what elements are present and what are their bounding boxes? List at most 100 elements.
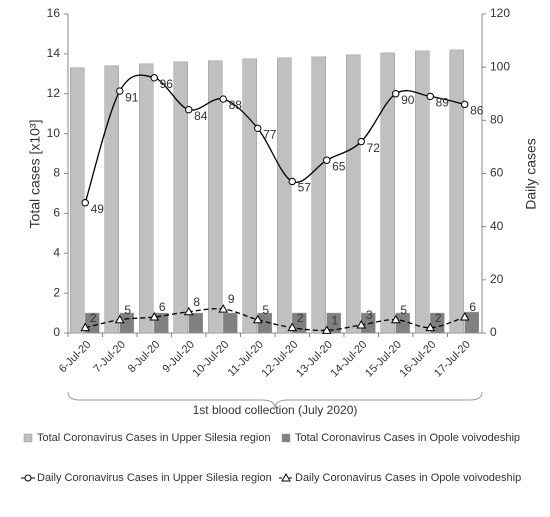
y-tick-label: 8 [53,166,60,180]
data-label: 3 [366,308,373,322]
x-tick-label: 14-Jul-20 [329,339,370,380]
x-axis-title: 1st blood collection (July 2020) [193,403,358,417]
legend-label: Total Coronavirus Cases in Upper Silesia… [37,432,271,444]
point [321,325,332,334]
y-axis-title: Total cases [x10³] [27,120,43,229]
point [183,306,194,316]
x-tick-label: 15-Jul-20 [363,339,404,380]
data-label: 5 [400,303,407,317]
bar [464,311,479,334]
data-label: 2 [90,311,97,325]
y-tick-label: 6 [53,206,60,220]
legend-swatch [23,433,33,443]
bar [326,312,341,334]
data-label: 5 [262,303,269,317]
point [252,314,263,324]
point [461,100,469,109]
x-tick-label: 8-Jul-20 [126,339,163,376]
y2-tick-label: 120 [490,6,510,20]
point [392,90,400,98]
point [185,106,193,114]
data-label: 77 [263,127,277,141]
point [149,312,160,321]
y2-tick-label: 60 [490,166,504,180]
bar [70,67,85,334]
point [218,304,229,313]
bar [311,56,326,334]
point [114,314,125,324]
y-tick-label: 0 [53,325,60,339]
legend-marker [281,472,291,482]
y2-tick-label: 80 [490,113,504,127]
bar [242,58,257,334]
bar [173,61,188,334]
point [390,314,401,324]
point [357,137,365,146]
y-tick-label: 14 [47,46,61,60]
bar [346,54,361,334]
data-label: 91 [125,90,139,104]
point [356,320,367,329]
data-label: 1 [331,314,338,328]
brace [67,391,483,409]
legend-label: Daily Coronavirus Cases in Opole voivode… [295,472,521,484]
point [80,322,91,332]
data-label: 57 [298,181,312,195]
bar [188,312,203,334]
bar [139,63,154,334]
data-label: 84 [194,109,208,123]
bar [223,312,238,334]
bar [208,60,223,334]
y-tick-label: 12 [47,86,61,100]
y-tick-label: 2 [53,285,60,299]
legend-label: Daily Coronavirus Cases in Upper Silesia… [37,472,272,484]
bar [380,52,395,334]
y2-tick-label: 100 [490,59,510,73]
data-label: 2 [297,311,304,325]
bar [104,65,119,334]
point [323,156,331,164]
data-label: 90 [401,93,415,107]
y-tick-label: 10 [47,126,61,140]
data-label: 6 [159,300,166,314]
data-label: 96 [160,77,174,91]
data-label: 89 [436,96,450,110]
y2-tick-label: 20 [490,272,504,286]
legend-swatch [281,433,291,443]
y2-axis-title: Daily cases [523,138,539,210]
data-label: 88 [229,98,243,112]
x-tick-label: 7-Jul-20 [91,339,128,376]
point [287,322,298,332]
y2-tick-label: 0 [490,325,497,339]
point [219,95,227,103]
x-tick-label: 16-Jul-20 [398,339,439,380]
point [116,87,124,95]
data-label: 72 [367,141,381,155]
data-label: 86 [470,104,484,118]
legend-marker [24,474,32,482]
x-tick-label: 13-Jul-20 [294,339,335,380]
point [150,74,158,82]
bar [277,57,292,334]
data-label: 9 [228,292,235,306]
x-tick-label: 12-Jul-20 [260,339,301,380]
legend-label: Total Coronavirus Cases in Opole voivode… [295,432,520,444]
data-label: 65 [332,159,346,173]
x-tick-label: 17-Jul-20 [432,339,473,380]
point [459,312,470,321]
x-tick-label: 6-Jul-20 [57,339,94,376]
point [425,322,436,332]
y2-tick-label: 40 [490,219,504,233]
bar [415,50,430,334]
data-label: 8 [193,295,200,309]
data-label: 2 [435,311,442,325]
bar [154,312,169,334]
point [254,124,262,133]
data-label: 5 [124,303,131,317]
x-tick-label: 11-Jul-20 [226,339,266,379]
data-label: 6 [469,300,476,314]
point [426,92,434,101]
bar [449,49,464,334]
